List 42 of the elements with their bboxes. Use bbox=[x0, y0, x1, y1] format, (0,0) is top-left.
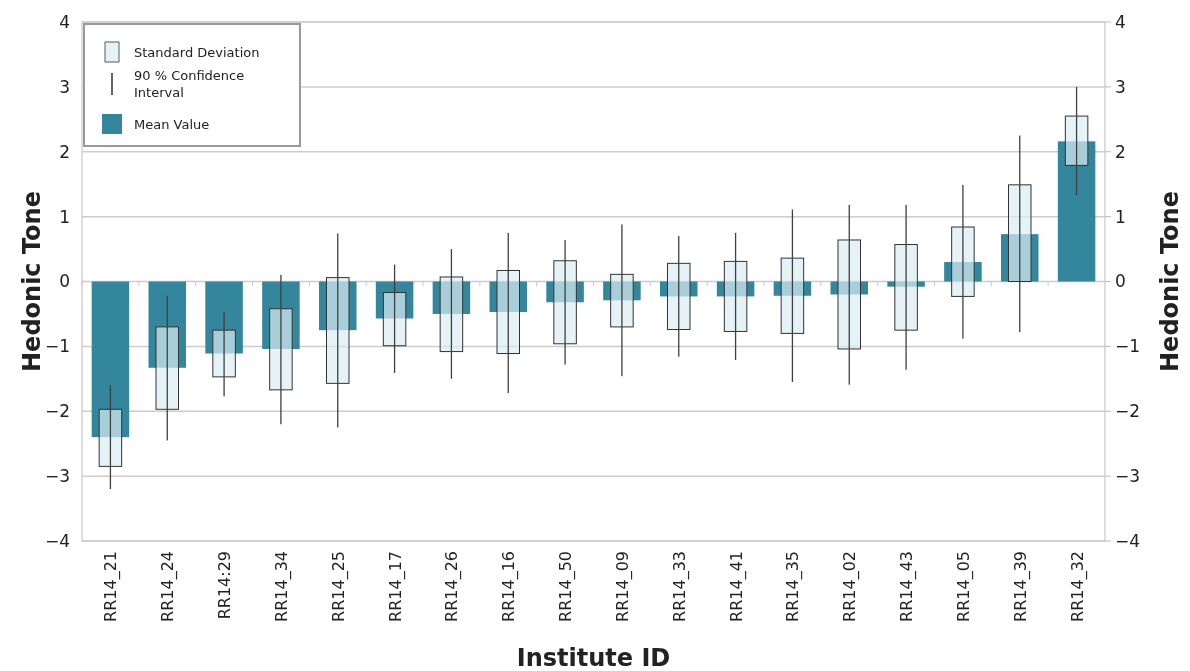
y2-tick-label: 3 bbox=[1115, 76, 1126, 97]
x-tick-label: RR14_33 bbox=[669, 551, 690, 622]
x-tick-label: RR14_32 bbox=[1067, 551, 1088, 622]
y2-axis-title: Hedonic Tone bbox=[1156, 191, 1184, 372]
x-tick-label: RR14_09 bbox=[612, 551, 633, 622]
y2-tick-label: 1 bbox=[1115, 206, 1126, 227]
y2-tick-label: −3 bbox=[1115, 466, 1141, 487]
x-tick-label: RR14_50 bbox=[556, 551, 577, 622]
x-tick-label: RR14:29 bbox=[215, 551, 235, 620]
x-axis-title: Institute ID bbox=[516, 644, 671, 671]
x-tick-label: RR14_17 bbox=[385, 551, 406, 622]
legend-label: Mean Value bbox=[134, 116, 210, 132]
x-tick-label: RR14_25 bbox=[328, 551, 349, 622]
y-tick-label: 3 bbox=[59, 76, 70, 97]
x-tick-label: RR14_05 bbox=[953, 551, 974, 622]
y-tick-label: −1 bbox=[44, 336, 70, 357]
x-tick-label: RR14_16 bbox=[499, 551, 520, 622]
y-axis-title: Hedonic Tone bbox=[18, 191, 46, 372]
legend-label: Standard Deviation bbox=[134, 44, 260, 60]
y-tick-label: 1 bbox=[59, 206, 70, 227]
y-tick-label: −2 bbox=[44, 401, 70, 422]
y2-tick-label: −1 bbox=[1115, 336, 1141, 357]
x-tick-label: RR14_02 bbox=[840, 551, 861, 622]
y2-tick-label: 4 bbox=[1115, 11, 1126, 32]
y-tick-label: 2 bbox=[59, 141, 70, 162]
y2-tick-label: −4 bbox=[1115, 530, 1141, 551]
x-tick-label: RR14_35 bbox=[783, 551, 804, 622]
y-tick-label: 4 bbox=[59, 11, 70, 32]
x-tick-label: RR14_21 bbox=[101, 551, 122, 622]
y2-tick-label: 2 bbox=[1115, 141, 1126, 162]
y2-tick-label: 0 bbox=[1115, 271, 1126, 292]
legend-label: 90 % Confidence Interval bbox=[134, 67, 245, 101]
x-tick-label: RR14_24 bbox=[158, 551, 179, 622]
y2-tick-label: −2 bbox=[1115, 401, 1141, 422]
y-tick-label: 0 bbox=[59, 271, 70, 292]
x-tick-label: RR14_43 bbox=[897, 551, 918, 622]
y-tick-label: −4 bbox=[44, 530, 70, 551]
x-tick-label: RR14_26 bbox=[442, 551, 463, 622]
x-tick-label: RR14_34 bbox=[271, 551, 292, 622]
x-tick-label: RR14_41 bbox=[726, 551, 747, 622]
x-tick-label: RR14_39 bbox=[1010, 551, 1031, 622]
y-tick-label: −3 bbox=[44, 466, 70, 487]
